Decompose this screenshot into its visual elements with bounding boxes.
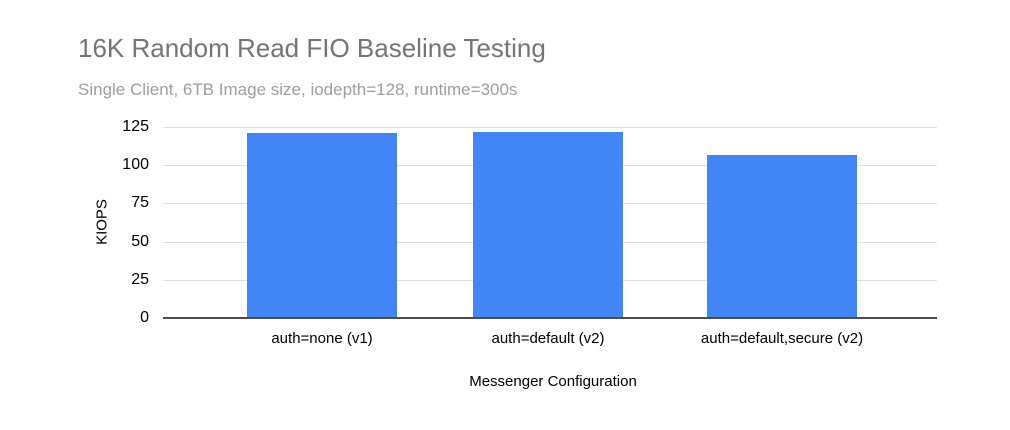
y-tick-label-75: 75 [131, 194, 149, 212]
y-tick-label-25: 25 [131, 270, 149, 288]
x-category-label-3: auth=default,secure (v2) [700, 330, 864, 347]
chart-title: 16K Random Read FIO Baseline Testing [78, 33, 546, 63]
y-tick-label-125: 125 [122, 118, 149, 135]
plot-area: 0 25 50 75 100 125 auth=none (v1) auth=default … [122, 118, 937, 347]
bar-2 [473, 131, 623, 318]
x-category-label-1: auth=none (v1) [271, 330, 373, 347]
y-tick-label-0: 0 [140, 309, 149, 326]
x-axis-line [163, 317, 937, 319]
x-axis-title: Messenger Configuration [469, 373, 637, 390]
chart-subtitle: Single Client, 6TB Image size, iodepth=1… [78, 80, 518, 99]
x-category-label-2: auth=default (v2) [491, 330, 605, 347]
gridline-125 [163, 127, 937, 128]
bar-3 [707, 154, 857, 318]
y-tick-label-50: 50 [131, 232, 149, 250]
bar-1 [247, 133, 397, 318]
y-tick-label-100: 100 [122, 156, 149, 174]
